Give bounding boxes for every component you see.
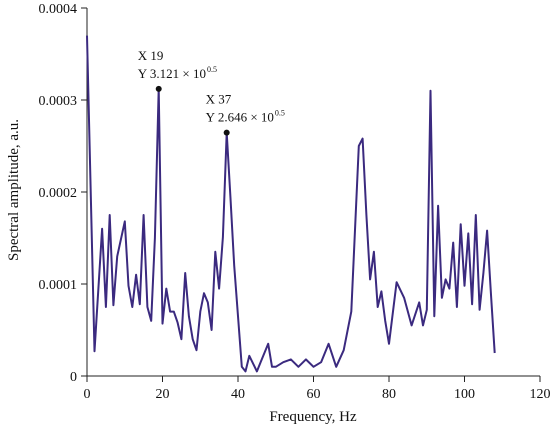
y-tick-label: 0 xyxy=(70,370,77,385)
x-tick-label: 100 xyxy=(454,387,475,402)
series-line xyxy=(86,35,496,373)
chart-annotations: X 19Y 3.121 × 10 0.5X 37Y 2.646 × 10 0.5 xyxy=(138,48,285,136)
peak-marker xyxy=(223,129,230,136)
peak-label-y: Y 3.121 × 10 xyxy=(138,66,206,81)
chart-ticks: 0 20 40 60 80 100 120 0 0.0001 0.0002 0.0003 0.0004 xyxy=(39,2,550,402)
peak-label-exponent: 0.5 xyxy=(207,65,217,74)
x-tick-label: 120 xyxy=(530,387,550,402)
x-tick-label: 40 xyxy=(231,387,245,402)
y-tick-label: 0.0003 xyxy=(39,94,78,109)
x-tick-label: 20 xyxy=(156,387,170,402)
peak-label-y: Y 2.646 × 10 xyxy=(206,110,274,125)
x-axis-title: Frequency, Hz xyxy=(269,409,357,425)
peak-marker xyxy=(155,85,162,92)
peak-label-x: X 19 xyxy=(138,48,164,63)
y-axis-title: Spectral amplitude, a.u. xyxy=(6,119,22,261)
x-tick-label: 60 xyxy=(307,387,321,402)
peak-label-x: X 37 xyxy=(206,92,232,107)
y-tick-label: 0.0004 xyxy=(39,2,78,17)
chart-axes xyxy=(86,8,540,377)
peak-label-exponent: 0.5 xyxy=(275,109,285,118)
chart-series xyxy=(86,35,496,373)
x-tick-label: 80 xyxy=(382,387,396,402)
y-tick-label: 0.0002 xyxy=(39,186,78,201)
y-tick-label: 0.0001 xyxy=(39,278,78,293)
x-tick-label: 0 xyxy=(84,387,91,402)
